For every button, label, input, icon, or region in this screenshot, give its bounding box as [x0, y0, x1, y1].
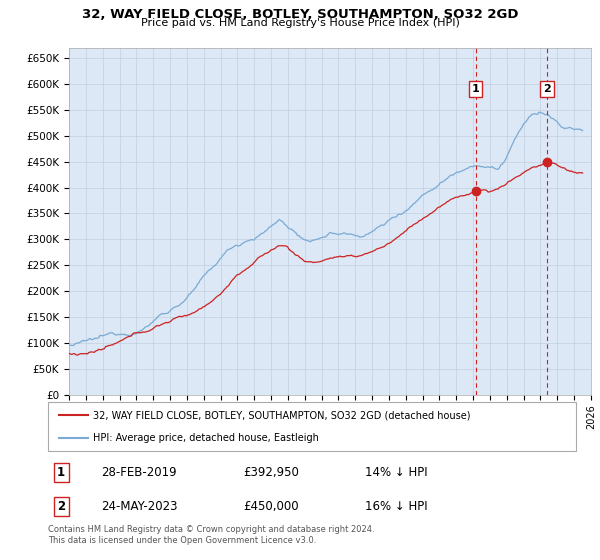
- Text: 1: 1: [57, 466, 65, 479]
- Text: 32, WAY FIELD CLOSE, BOTLEY, SOUTHAMPTON, SO32 2GD: 32, WAY FIELD CLOSE, BOTLEY, SOUTHAMPTON…: [82, 8, 518, 21]
- FancyBboxPatch shape: [48, 402, 576, 451]
- Text: £392,950: £392,950: [244, 466, 299, 479]
- Text: 2: 2: [57, 500, 65, 513]
- Text: 32, WAY FIELD CLOSE, BOTLEY, SOUTHAMPTON, SO32 2GD (detached house): 32, WAY FIELD CLOSE, BOTLEY, SOUTHAMPTON…: [93, 410, 470, 421]
- Text: 2: 2: [543, 84, 551, 94]
- Text: 1: 1: [472, 84, 479, 94]
- Text: 28-FEB-2019: 28-FEB-2019: [101, 466, 176, 479]
- Text: 14% ↓ HPI: 14% ↓ HPI: [365, 466, 427, 479]
- Text: 16% ↓ HPI: 16% ↓ HPI: [365, 500, 427, 513]
- Text: Price paid vs. HM Land Registry's House Price Index (HPI): Price paid vs. HM Land Registry's House …: [140, 18, 460, 29]
- Text: HPI: Average price, detached house, Eastleigh: HPI: Average price, detached house, East…: [93, 433, 319, 444]
- Text: 24-MAY-2023: 24-MAY-2023: [101, 500, 178, 513]
- Text: £450,000: £450,000: [244, 500, 299, 513]
- Text: Contains HM Land Registry data © Crown copyright and database right 2024.
This d: Contains HM Land Registry data © Crown c…: [48, 525, 374, 545]
